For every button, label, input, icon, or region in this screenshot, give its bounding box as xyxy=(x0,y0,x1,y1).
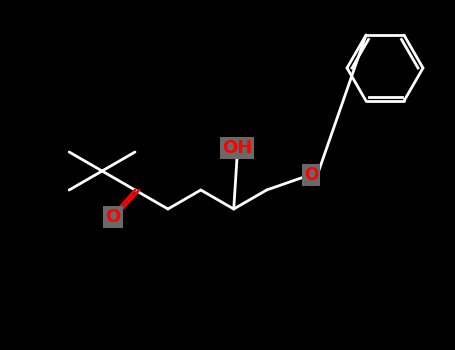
Text: OH: OH xyxy=(222,139,252,157)
Text: O: O xyxy=(304,166,318,184)
Text: O: O xyxy=(106,208,121,226)
